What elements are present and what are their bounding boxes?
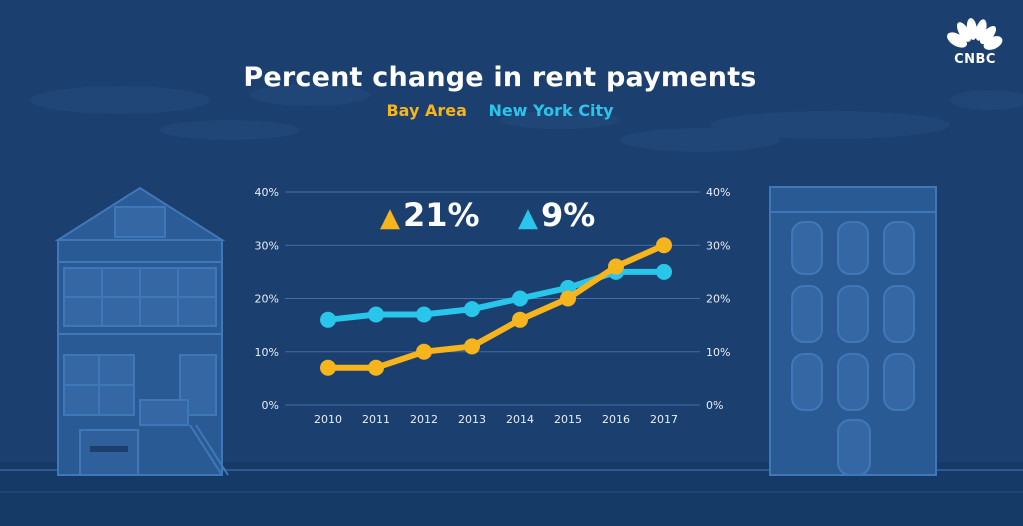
- series-line-bay-area: [325, 242, 667, 371]
- data-point-bay-area: [608, 258, 624, 275]
- data-point-new-york-city: [416, 306, 432, 323]
- x-tick-label: 2017: [650, 413, 678, 426]
- up-arrow-icon: ▲: [380, 203, 400, 233]
- chart-title: Percent change in rent payments: [243, 62, 757, 93]
- data-point-bay-area: [512, 311, 528, 328]
- x-tick-label: 2010: [314, 413, 342, 426]
- bay-area-change-label: 21%: [403, 196, 480, 234]
- x-tick-label: 2013: [458, 413, 486, 426]
- data-point-new-york-city: [368, 306, 384, 323]
- data-point-bay-area: [320, 359, 336, 376]
- logo-text: CNBC: [954, 52, 996, 67]
- bay-area-change-annotation: ▲21%: [380, 196, 480, 234]
- y-tick-label-right: 0%: [706, 399, 723, 412]
- right-building: [769, 186, 937, 476]
- y-tick-label-right: 40%: [706, 186, 730, 199]
- data-point-new-york-city: [320, 311, 336, 328]
- y-tick-label-right: 10%: [706, 346, 730, 359]
- x-tick-label: 2014: [506, 413, 534, 426]
- nyc-change-label: 9%: [541, 196, 596, 234]
- y-tick-label-left: 0%: [262, 399, 279, 412]
- data-point-bay-area: [416, 343, 432, 360]
- y-tick-label-right: 20%: [706, 293, 730, 306]
- data-point-bay-area: [656, 237, 672, 254]
- x-tick-label: 2012: [410, 413, 438, 426]
- data-point-bay-area: [560, 290, 576, 307]
- data-point-new-york-city: [512, 290, 528, 307]
- x-tick-label: 2015: [554, 413, 582, 426]
- cnbc-logo: CNBC: [941, 20, 1009, 72]
- cloud-shapes: [30, 84, 1023, 152]
- x-tick-label: 2011: [362, 413, 390, 426]
- peacock-icon: [947, 18, 1003, 50]
- legend-new-york-city: New York City: [488, 101, 614, 120]
- data-point-bay-area: [368, 359, 384, 376]
- data-point-new-york-city: [656, 263, 672, 280]
- y-tick-label-left: 20%: [255, 293, 279, 306]
- data-point-bay-area: [464, 338, 480, 355]
- left-house: [54, 186, 229, 476]
- y-tick-label-right: 30%: [706, 239, 730, 252]
- nyc-change-annotation: ▲9%: [518, 196, 595, 234]
- up-arrow-icon: ▲: [518, 203, 538, 233]
- chart-legend: Bay Area New York City: [0, 101, 1000, 120]
- x-tick-label: 2016: [602, 413, 630, 426]
- y-tick-label-left: 10%: [255, 346, 279, 359]
- y-tick-label-left: 30%: [255, 239, 279, 252]
- legend-bay-area: Bay Area: [386, 101, 467, 120]
- data-point-new-york-city: [464, 301, 480, 318]
- y-tick-label-left: 40%: [255, 186, 279, 199]
